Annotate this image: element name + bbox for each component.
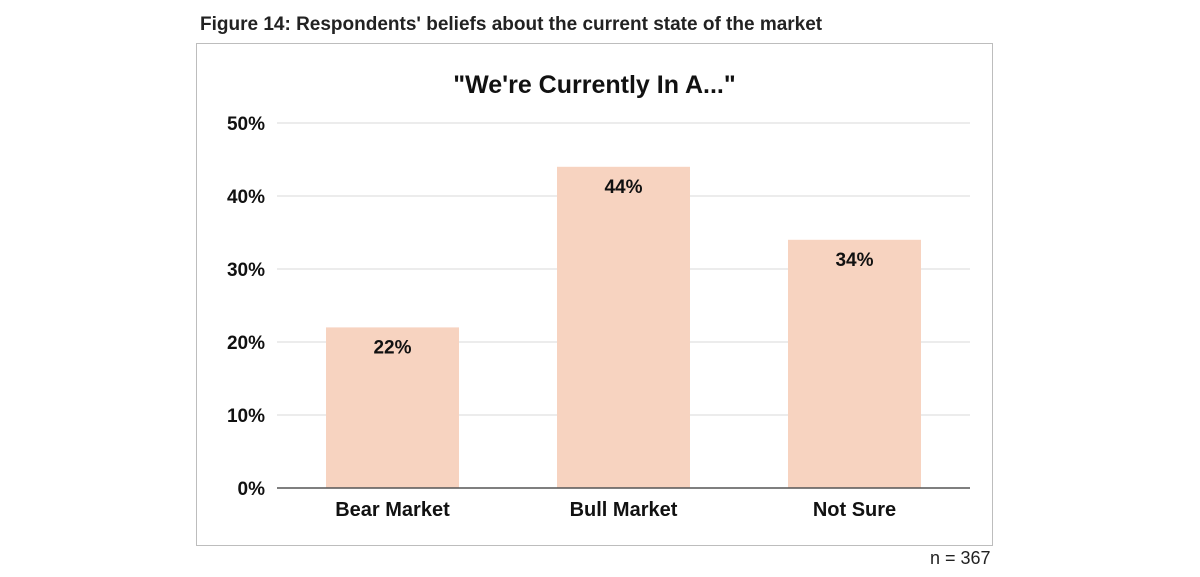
x-tick-label: Bear Market [335,499,450,521]
x-tick-label: Bull Market [570,499,678,521]
bar [788,239,921,488]
y-tick-label: 50% [227,114,265,135]
data-label: 22% [373,337,411,358]
bar [557,166,690,489]
y-tick-label: 30% [227,260,265,281]
chart-frame: "We're Currently In A..." 0% 10% 20% 30% 40%… [196,43,993,546]
data-label: 34% [835,250,873,271]
figure-caption: Figure 14: Respondents' beliefs about th… [200,14,823,35]
x-tick-label: Not Sure [813,499,896,521]
sample-size-note: n = 367 [930,548,991,568]
y-tick-label: 0% [238,479,266,500]
y-tick-label: 40% [227,187,265,208]
bar-chart-plot: 0% 10% 20% 30% 40% 50% 22% Bear Market 44% Bull M… [227,114,970,521]
bar [326,327,459,488]
y-tick-label: 20% [227,333,265,354]
chart-title: "We're Currently In A..." [453,71,736,99]
y-tick-label: 10% [227,406,265,427]
data-label: 44% [604,177,642,198]
